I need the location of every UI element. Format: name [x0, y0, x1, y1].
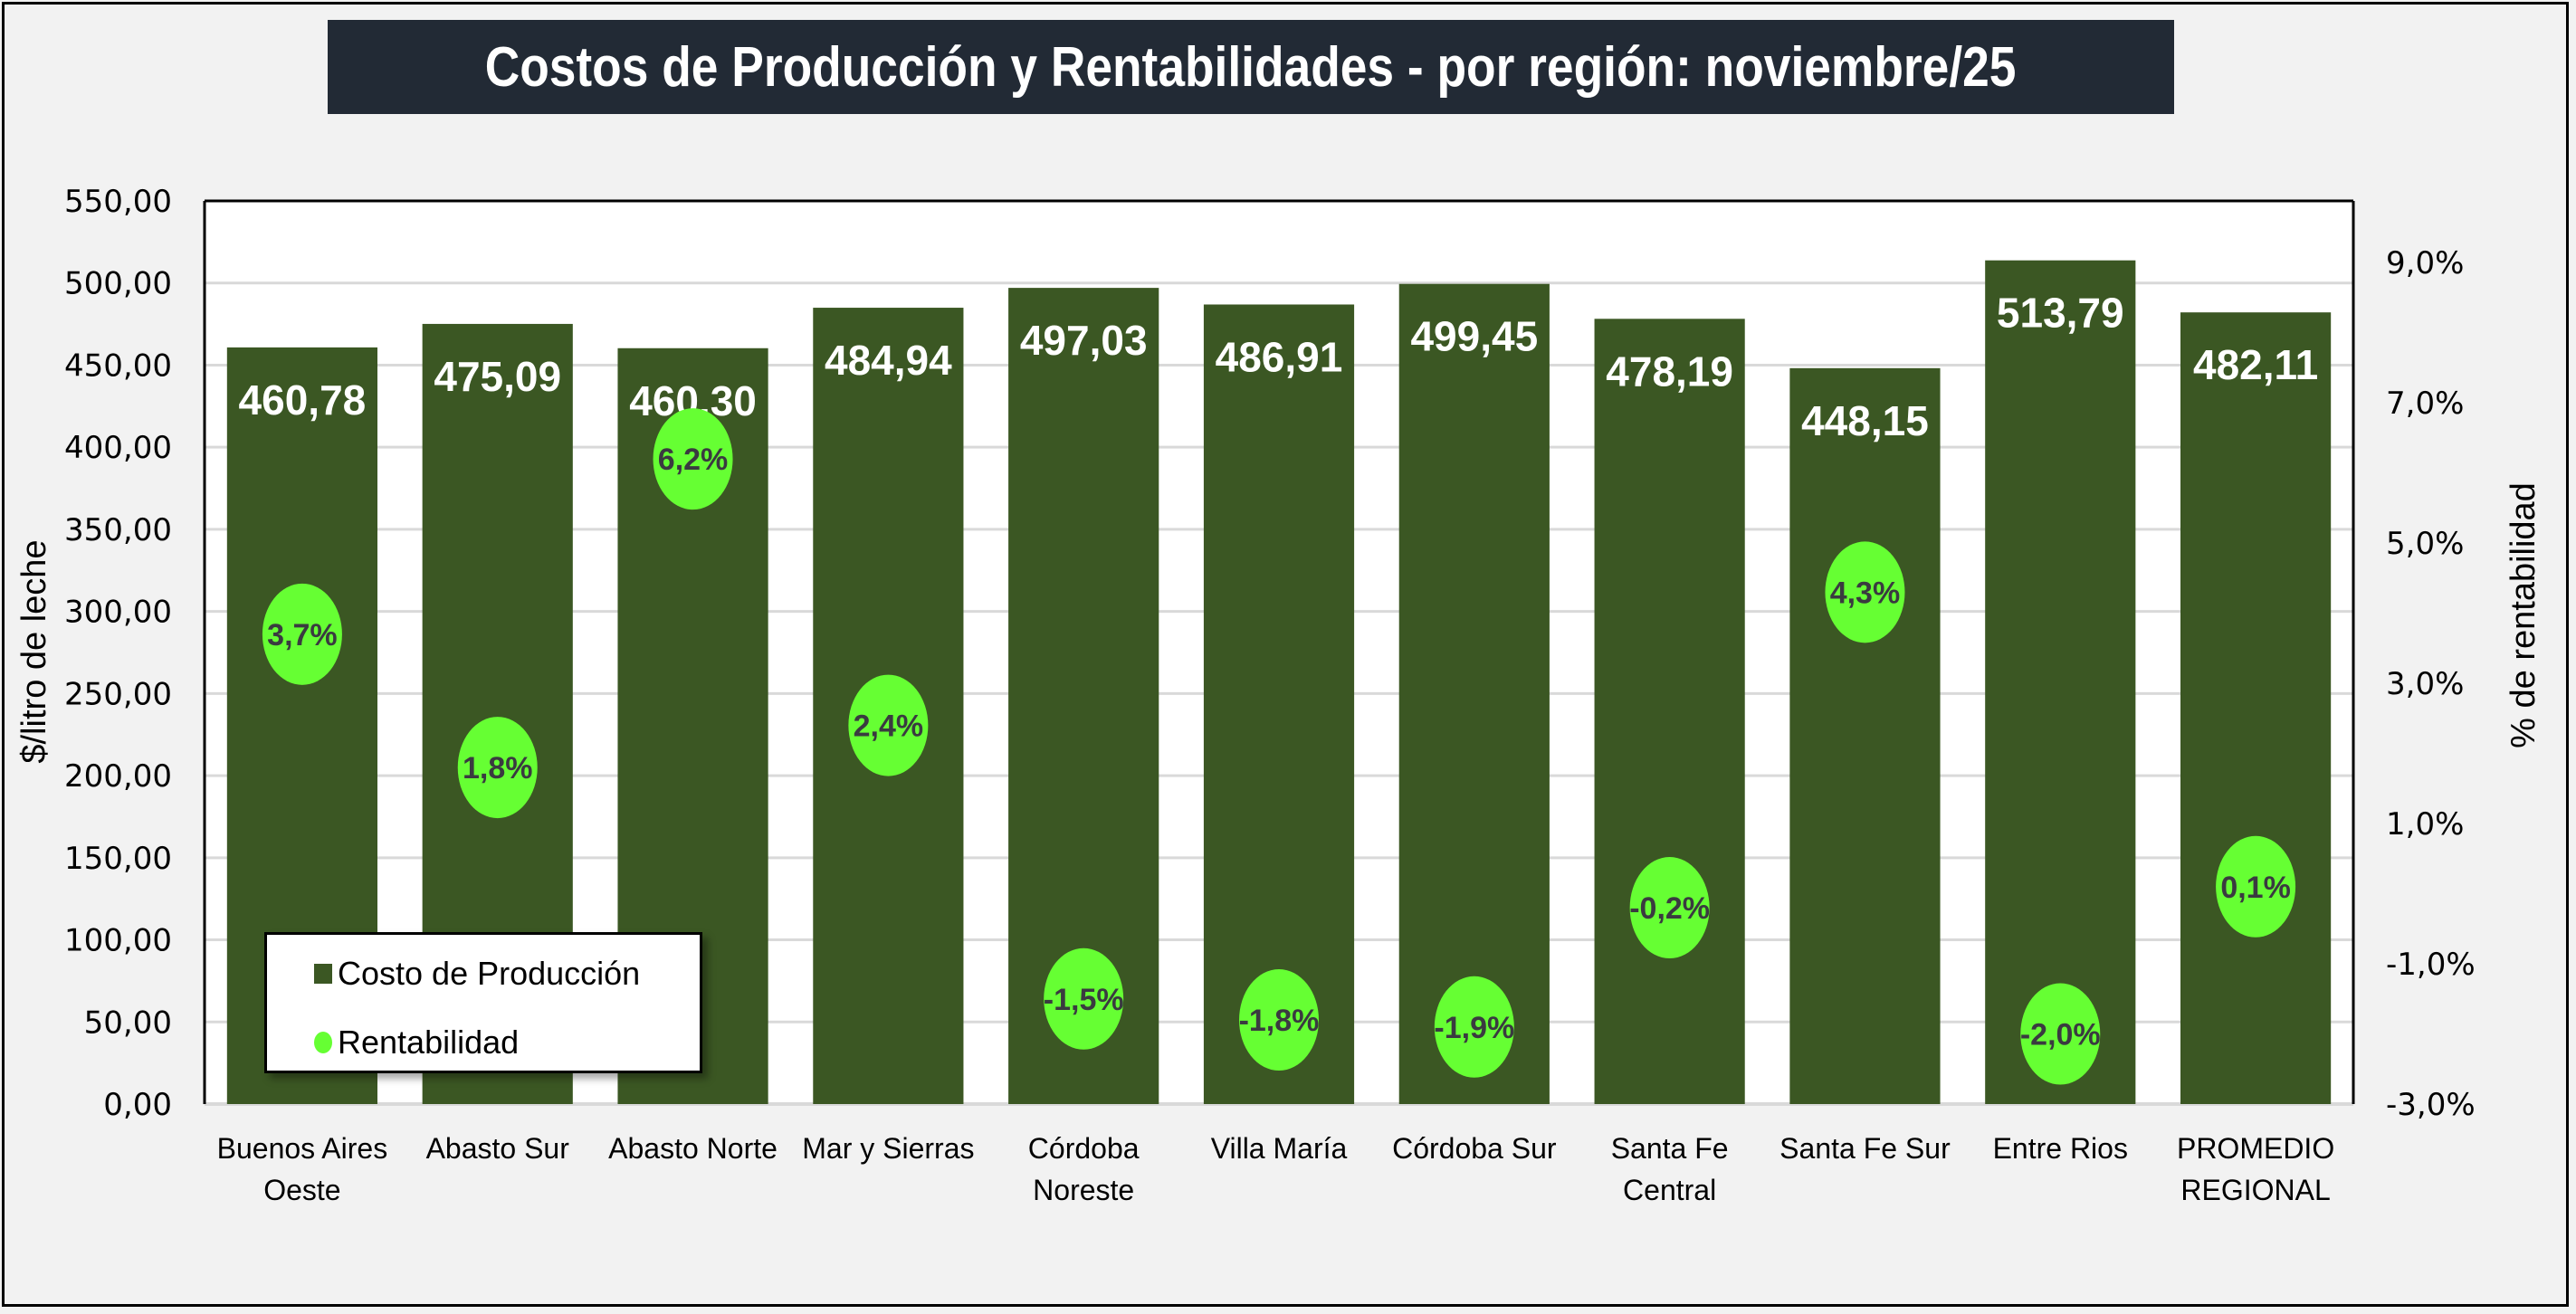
- bar-costo: [2180, 312, 2332, 1105]
- rentabilidad-label: -1,8%: [1239, 1004, 1320, 1038]
- rentabilidad-label: 6,2%: [658, 443, 729, 477]
- bar-value-label: 513,79: [1997, 290, 2124, 337]
- rentabilidad-label: -1,5%: [1044, 983, 1124, 1017]
- bar-value-label: 475,09: [434, 353, 561, 400]
- y-tick-label: 500,00: [64, 266, 172, 302]
- y-tick-label: 300,00: [64, 595, 172, 631]
- rentabilidad-point: [2216, 835, 2296, 938]
- category-label: Abasto Sur: [426, 1132, 570, 1165]
- rentabilidad-point: [1239, 969, 1319, 1071]
- legend-label: Costo de Producción: [338, 955, 641, 992]
- rentabilidad-label: -0,2%: [1629, 891, 1710, 926]
- bar-costo: [1594, 319, 1745, 1105]
- category-label: Santa Fe: [1611, 1132, 1729, 1165]
- y-tick-label: 350,00: [64, 512, 172, 548]
- rentabilidad-label: 1,8%: [463, 751, 533, 786]
- y-tick-label: 450,00: [64, 348, 172, 384]
- category-label: Noreste: [1033, 1174, 1134, 1206]
- category-label: Mar y Sierras: [802, 1132, 974, 1165]
- left-axis-ticks: 0,00 50,00 100,00 150,00 200,00 250,00 300,00 3…: [64, 184, 172, 1123]
- rentabilidad-point: [1825, 541, 1905, 643]
- chart-title-box: Costos de Producción y Rentabilidades - …: [328, 20, 2174, 114]
- y-tick-label: 200,00: [64, 758, 172, 795]
- right-axis-ticks: -3,0% -1,0% 1,0% 3,0% 5,0% 7,0% 9,0%: [2386, 245, 2476, 1123]
- category-label: Central: [1623, 1174, 1716, 1206]
- category-label: Entre Rios: [1993, 1132, 2128, 1165]
- category-label: Santa Fe Sur: [1779, 1132, 1951, 1165]
- y-tick-label: 50,00: [84, 1005, 172, 1041]
- rentabilidad-label: 3,7%: [267, 618, 338, 652]
- rentabilidad-point: [848, 674, 929, 776]
- y2-tick-label: -3,0%: [2386, 1087, 2476, 1123]
- y2-tick-label: 3,0%: [2386, 666, 2464, 702]
- legend: Costo de Producción Rentabilidad: [264, 932, 702, 1073]
- bar-value-label: 478,19: [1606, 348, 1733, 395]
- chart-title: Costos de Producción y Rentabilidades - …: [485, 35, 2017, 99]
- legend-square-icon: [314, 964, 332, 984]
- rentabilidad-point: [1629, 857, 1710, 959]
- rentabilidad-label: 2,4%: [854, 709, 924, 744]
- category-label: Villa María: [1211, 1132, 1348, 1165]
- category-label: PROMEDIO: [2177, 1132, 2334, 1165]
- rentabilidad-point: [653, 408, 733, 510]
- y2-tick-label: 7,0%: [2386, 386, 2464, 422]
- y-tick-label: 550,00: [64, 184, 172, 220]
- y2-tick-label: -1,0%: [2386, 947, 2476, 983]
- bar-costo: [1398, 283, 1550, 1104]
- bar-costo: [1789, 367, 1941, 1104]
- y-tick-label: 100,00: [64, 923, 172, 959]
- legend-label: Rentabilidad: [338, 1024, 520, 1061]
- rentabilidad-points: 3,7% 1,8% 6,2% 2,4% -1,5% -1,8% -1,9% -0,2% 4,3%…: [262, 408, 2296, 1085]
- y2-tick-label: 5,0%: [2386, 526, 2464, 562]
- category-label: Oeste: [263, 1174, 340, 1206]
- rentabilidad-label: 4,3%: [1830, 576, 1901, 610]
- category-label: Córdoba: [1028, 1132, 1140, 1165]
- category-label: Abasto Norte: [608, 1132, 778, 1165]
- category-label: Buenos Aires: [217, 1132, 388, 1165]
- rentabilidad-label: -1,9%: [1434, 1011, 1514, 1045]
- rentabilidad-point: [457, 717, 538, 819]
- legend-circle-icon: [314, 1032, 332, 1053]
- right-axis-title: % de rentabilidad: [2504, 482, 2543, 748]
- rentabilidad-label: 0,1%: [2220, 871, 2291, 905]
- bar-value-label: 448,15: [1801, 397, 1929, 444]
- left-axis-title: $/litro de leche: [15, 539, 53, 763]
- bar-costo: [1985, 260, 2136, 1104]
- y2-tick-label: 9,0%: [2386, 245, 2464, 281]
- rentabilidad-label: -2,0%: [2020, 1018, 2101, 1052]
- bar-value-label: 497,03: [1020, 317, 1148, 364]
- y2-tick-label: 1,0%: [2386, 806, 2464, 843]
- category-label: REGIONAL: [2180, 1174, 2330, 1206]
- legend-item-costo: Costo de Producción: [314, 955, 640, 993]
- legend-item-rentabilidad: Rentabilidad: [314, 1024, 519, 1062]
- bar-value-label: 484,94: [825, 337, 952, 384]
- category-label: Córdoba Sur: [1392, 1132, 1557, 1165]
- rentabilidad-point: [262, 583, 342, 685]
- y-tick-label: 250,00: [64, 676, 172, 712]
- y-tick-label: 400,00: [64, 430, 172, 466]
- rentabilidad-point: [1044, 947, 1124, 1050]
- bar-value-label: 499,45: [1410, 313, 1538, 360]
- bar-value-label: 460,78: [239, 376, 367, 424]
- rentabilidad-point: [2020, 983, 2101, 1085]
- y-tick-label: 150,00: [64, 841, 172, 877]
- rentabilidad-point: [1434, 976, 1514, 1078]
- y-tick-label: 0,00: [103, 1087, 172, 1123]
- bar-value-label: 486,91: [1216, 333, 1343, 380]
- category-labels: Buenos Aires Oeste Abasto Sur Abasto Norte M…: [217, 1132, 2335, 1206]
- bar-value-label: 482,11: [2193, 341, 2318, 388]
